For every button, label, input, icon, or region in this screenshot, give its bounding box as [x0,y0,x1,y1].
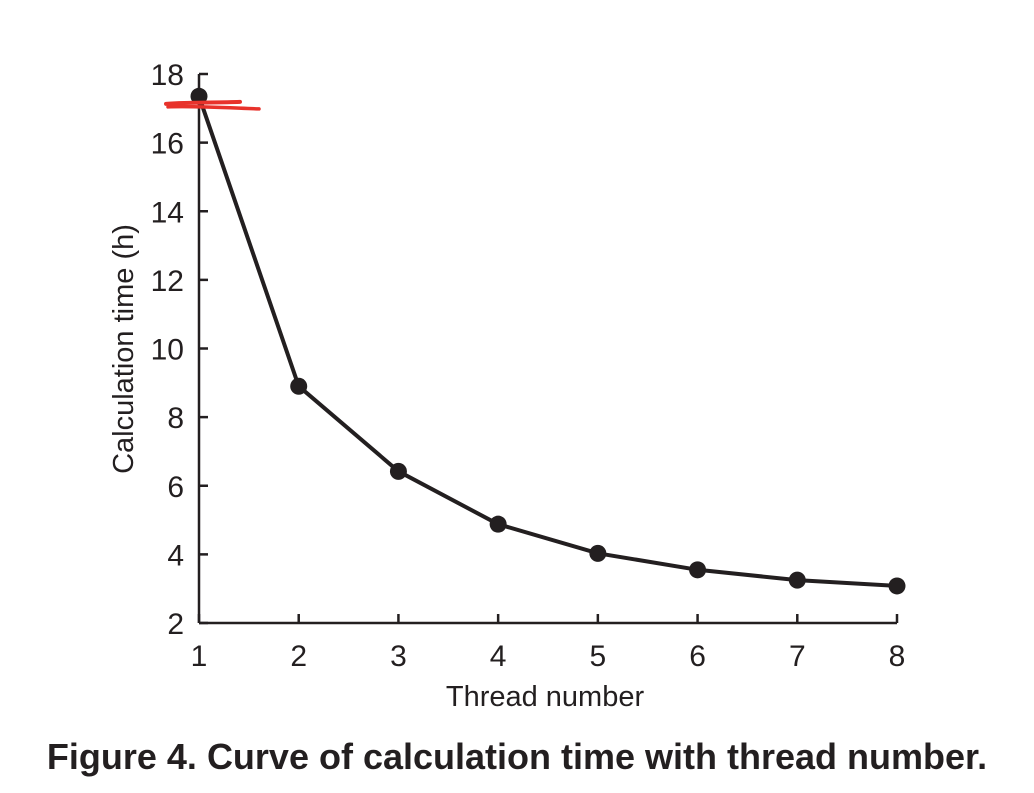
y-ticks: 2 4 6 8 10 12 14 16 18 [151,59,208,641]
x-tick-label: 2 [290,640,307,673]
y-tick-label: 16 [151,128,184,161]
y-tick-label: 6 [167,471,184,504]
x-tick-label: 6 [689,640,706,673]
x-ticks: 1 2 3 4 5 6 7 8 [191,614,906,673]
x-tick-label: 7 [789,640,806,673]
data-point [389,462,407,480]
y-tick-label: 14 [151,196,184,229]
series-line [197,95,898,588]
y-tick-label: 8 [167,402,184,435]
red-annotation-stroke [164,99,242,106]
y-tick-label: 2 [167,608,184,641]
x-tick-label: 8 [889,640,906,673]
x-tick-label: 5 [590,640,607,673]
data-point [689,561,707,579]
x-tick-label: 4 [490,640,507,673]
red-annotation-mark [164,99,261,111]
x-tick-label: 3 [390,640,407,673]
y-axis-label: Calculation time (h) [108,224,140,474]
data-point [290,377,308,395]
data-point [589,544,607,562]
y-tick-label: 18 [151,59,184,92]
data-point [888,577,906,595]
red-annotation-stroke [166,104,261,111]
x-axis-label: Thread number [446,681,645,713]
y-tick-label: 4 [167,539,184,572]
figure-caption: Figure 4. Curve of calculation time with… [46,736,988,777]
y-tick-label: 10 [151,334,184,367]
data-point [788,571,806,589]
y-tick-label: 12 [151,265,184,298]
x-tick-label: 1 [191,640,208,673]
series-markers [190,87,906,595]
data-point [489,515,507,533]
